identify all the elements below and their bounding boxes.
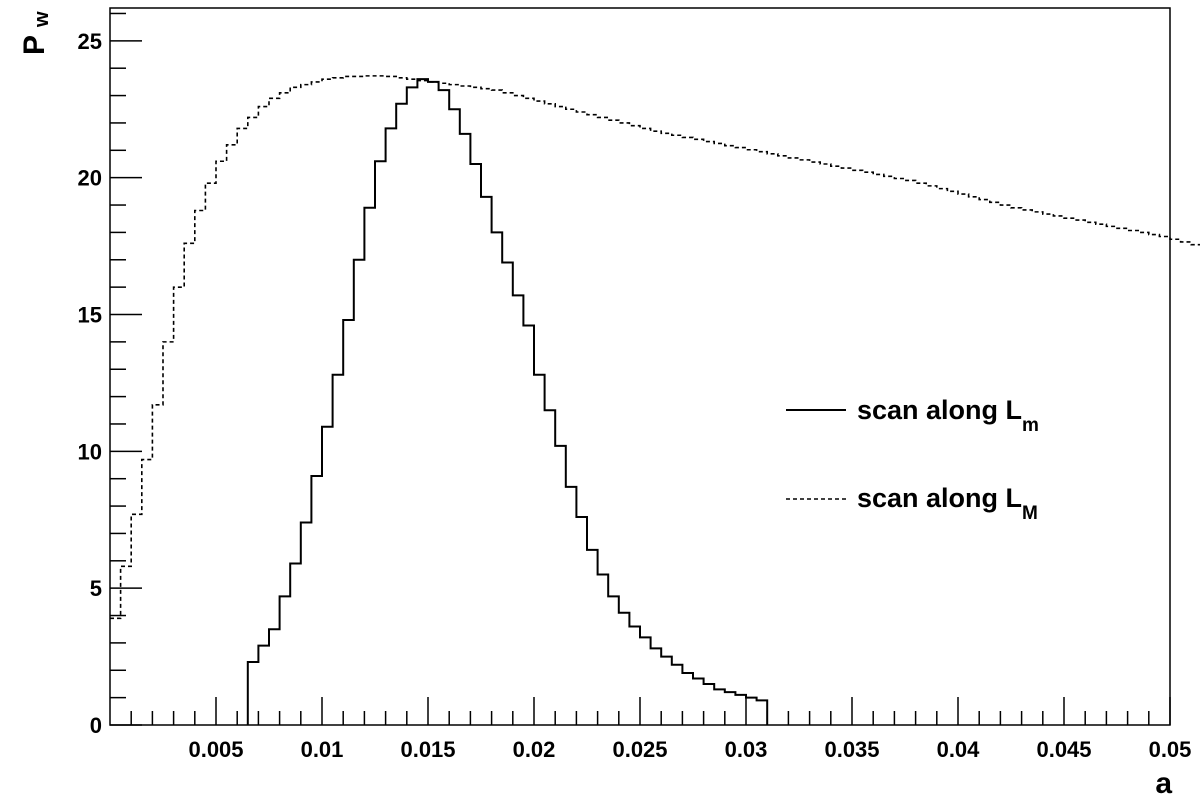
y-tick-label: 15 — [78, 303, 102, 328]
legend-entry-lM: scan along LM — [786, 483, 1038, 524]
y-tick-label: 5 — [90, 576, 102, 601]
legend-entry-lm: scan along Lm — [786, 395, 1039, 436]
y-axis-title: P w — [18, 11, 53, 55]
plot-frame — [109, 7, 1171, 726]
x-tick-label: 0.025 — [612, 737, 667, 762]
legend-label-lM: scan along LM — [857, 483, 1038, 524]
legend: scan along Lm scan along LM — [786, 395, 1039, 524]
x-axis-ticks: 0.005 0.01 0.015 0.02 0.025 0.03 0.035 0.04 0.04… — [130, 697, 1192, 762]
x-tick-label: 0.035 — [824, 737, 879, 762]
series-line-Lm — [246, 78, 769, 725]
y-tick-label: 25 — [78, 29, 102, 54]
x-tick-label: 0.05 — [1149, 737, 1192, 762]
series-group — [110, 75, 1200, 725]
y-tick-label: 20 — [78, 166, 102, 191]
x-tick-label: 0.02 — [513, 737, 556, 762]
x-axis-title: a — [1155, 767, 1172, 799]
legend-label-lm-main: scan along L — [857, 395, 1022, 425]
y-axis-ticks: 0 5 10 15 20 25 — [78, 12, 142, 738]
legend-label-lM-sub: M — [1022, 503, 1038, 524]
series-LM — [110, 75, 1200, 620]
y-axis-title-main: P — [18, 35, 51, 55]
series-line-LM — [110, 75, 1200, 620]
legend-label-lM-main: scan along L — [857, 483, 1022, 513]
legend-label-lm: scan along Lm — [857, 395, 1039, 436]
x-tick-label: 0.005 — [188, 737, 243, 762]
y-tick-label: 10 — [78, 439, 102, 464]
x-tick-label: 0.04 — [937, 737, 981, 762]
x-tick-label: 0.015 — [400, 737, 455, 762]
series-Lm — [246, 78, 769, 725]
plot-frame-group — [109, 7, 1171, 726]
x-tick-label: 0.01 — [301, 737, 344, 762]
x-tick-label: 0.045 — [1036, 737, 1091, 762]
y-tick-label: 0 — [90, 713, 102, 738]
x-tick-label: 0.03 — [725, 737, 768, 762]
y-axis-title-sub: w — [31, 11, 53, 28]
legend-label-lm-sub: m — [1022, 415, 1039, 436]
